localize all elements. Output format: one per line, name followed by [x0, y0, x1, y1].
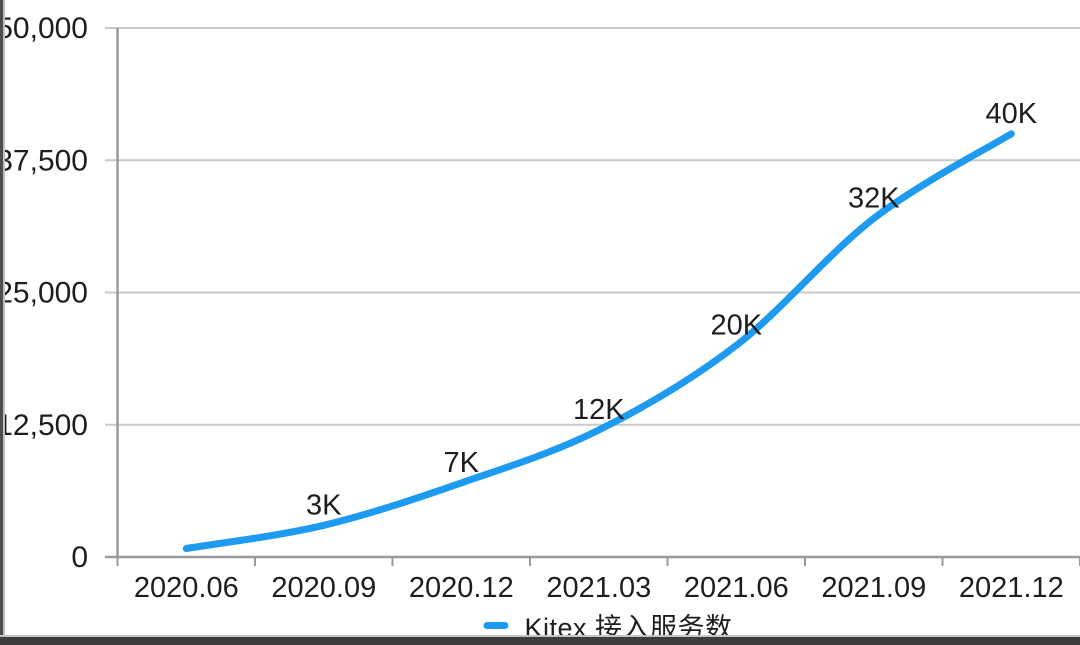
- x-tick-label: 2021.06: [684, 572, 789, 604]
- gridlines: [105, 27, 1080, 558]
- y-axis-tick-labels: 0 12,500 25,000 37,500 50,000: [0, 12, 88, 574]
- y-tick-label: 0: [71, 541, 88, 574]
- window-bottom-border: [0, 635, 1080, 645]
- x-tick-label: 2021.12: [959, 572, 1064, 604]
- data-label: 3K: [306, 489, 342, 521]
- window-left-border: [0, 0, 5, 645]
- y-tick-label: 25,000: [0, 277, 88, 310]
- series-line-kitex: [182, 130, 1015, 552]
- x-tick-label: 2021.09: [821, 572, 926, 604]
- x-axis-tick-labels: 2020.06 2020.09 2020.12 2021.03 2021.06 2021.…: [134, 572, 1064, 604]
- y-tick-label: 37,500: [0, 144, 88, 177]
- x-tick-label: 2020.09: [271, 572, 376, 604]
- x-tick-label: 2021.03: [546, 572, 651, 604]
- data-label: 40K: [985, 98, 1037, 130]
- data-label: 32K: [848, 182, 900, 214]
- data-label: 12K: [573, 394, 625, 426]
- x-tick-label: 2020.12: [409, 572, 514, 604]
- y-tick-label: 50,000: [0, 12, 88, 45]
- axes: [105, 28, 1080, 566]
- data-label: 20K: [710, 309, 762, 341]
- x-tick-label: 2020.06: [134, 572, 239, 604]
- data-label: 7K: [444, 447, 480, 479]
- y-tick-label: 12,500: [0, 409, 88, 442]
- data-point-labels: 3K 7K 12K 20K 32K 40K: [306, 98, 1038, 521]
- legend-line-swatch: [483, 622, 509, 629]
